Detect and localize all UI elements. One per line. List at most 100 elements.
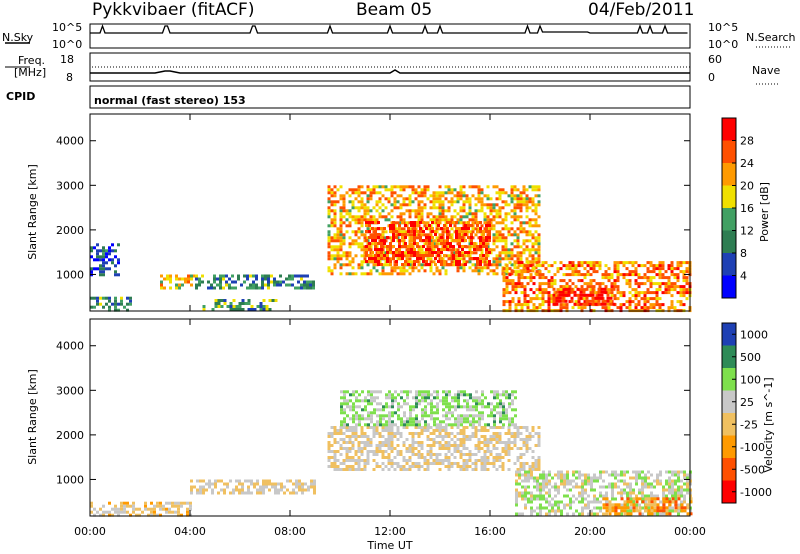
power-echo-cell <box>547 264 551 268</box>
velocity-echo-cell <box>534 444 538 447</box>
power-echo-cell <box>501 191 505 195</box>
power-echo-cell <box>444 218 448 222</box>
power-echo-cell <box>114 305 117 309</box>
velocity-echo-cell <box>357 447 361 450</box>
power-echo-cell <box>395 260 398 263</box>
power-echo-cell <box>550 282 554 286</box>
power-echo-cell <box>420 188 424 192</box>
power-echo-cell <box>369 233 373 237</box>
velocity-echo-cell <box>456 426 460 429</box>
velocity-echo-cell <box>483 429 487 432</box>
power-echo-cell <box>441 200 445 204</box>
velocity-echo-cell <box>202 488 205 492</box>
power-echo-cell <box>525 245 529 249</box>
power-echo-cell <box>514 288 518 292</box>
power-echo-cell <box>676 300 680 304</box>
power-echo-cell <box>511 300 515 304</box>
power-echo-cell <box>538 297 542 301</box>
power-echo-cell <box>261 274 264 278</box>
velocity-echo-cell <box>496 411 499 415</box>
power-echo-cell <box>438 206 442 210</box>
power-echo-cell <box>294 286 297 290</box>
power-echo-cell <box>351 230 355 234</box>
power-echo-cell <box>417 233 421 237</box>
power-echo-cell <box>339 230 343 234</box>
velocity-echo-cell <box>453 450 457 453</box>
velocity-echo-cell <box>533 497 536 501</box>
power-echo-cell <box>492 269 496 273</box>
velocity-echo-cell <box>445 390 448 394</box>
velocity-echo-cell <box>581 473 584 477</box>
velocity-echo-cell <box>391 423 394 427</box>
power-echo-cell <box>532 297 536 301</box>
power-echo-cell <box>535 288 539 292</box>
freq-label-2: [MHz] <box>14 66 46 79</box>
power-echo-cell <box>609 299 613 303</box>
velocity-echo-cell <box>522 465 526 468</box>
power-echo-cell <box>458 251 461 254</box>
power-echo-cell <box>213 274 216 278</box>
power-echo-cell <box>428 263 431 266</box>
power-echo-cell <box>504 251 508 255</box>
power-echo-cell <box>595 270 599 274</box>
velocity-echo-cell <box>527 479 530 483</box>
velocity-colorbar-segment <box>722 345 736 368</box>
power-echo-cell <box>360 233 364 237</box>
power-echo-cell <box>108 296 111 300</box>
velocity-echo-cell <box>620 473 623 477</box>
velocity-echo-cell <box>611 497 614 501</box>
velocity-echo-cell <box>393 447 397 450</box>
power-echo-cell <box>207 280 210 284</box>
power-echo-cell <box>378 185 382 189</box>
power-echo-cell <box>342 233 346 237</box>
power-echo-cell <box>96 255 99 259</box>
power-echo-cell <box>437 260 440 263</box>
power-echo-cell <box>588 302 592 306</box>
velocity-echo-cell <box>382 405 385 409</box>
power-echo-cell <box>505 270 509 274</box>
velocity-echo-cell <box>90 504 93 508</box>
velocity-echo-cell <box>339 432 343 435</box>
velocity-echo-cell <box>620 470 623 474</box>
velocity-echo-cell <box>578 512 581 516</box>
power-echo-cell <box>640 264 644 268</box>
velocity-echo-cell <box>352 414 355 418</box>
velocity-echo-cell <box>402 459 406 462</box>
power-echo-cell <box>513 215 517 219</box>
power-echo-cell <box>495 212 499 216</box>
power-echo-cell <box>279 274 282 278</box>
power-echo-cell <box>348 254 352 258</box>
power-echo-cell <box>510 215 514 219</box>
velocity-echo-cell <box>462 432 466 435</box>
power-echo-cell <box>471 218 475 222</box>
power-echo-cell <box>508 279 512 283</box>
power-echo-cell <box>456 200 460 204</box>
power-echo-cell <box>371 260 374 263</box>
power-echo-cell <box>607 288 611 292</box>
velocity-echo-cell <box>665 482 668 486</box>
power-echo-cell <box>470 242 473 245</box>
power-heatmap-cells <box>90 185 692 313</box>
velocity-echo-cell <box>480 441 484 444</box>
velocity-echo-cell <box>372 432 376 435</box>
velocity-echo-cell <box>360 441 364 444</box>
power-echo-cell <box>511 285 515 289</box>
power-echo-cell <box>519 206 523 210</box>
power-echo-cell <box>438 209 442 213</box>
power-echo-cell <box>411 269 415 273</box>
power-echo-cell <box>402 272 406 276</box>
power-echo-cell <box>423 188 427 192</box>
power-echo-cell <box>381 194 385 198</box>
power-echo-cell <box>586 261 590 265</box>
power-echo-cell <box>232 299 236 302</box>
power-echo-cell <box>345 191 349 195</box>
velocity-echo-cell <box>584 488 587 492</box>
velocity-echo-cell <box>274 488 277 492</box>
velocity-echo-cell <box>351 444 355 447</box>
velocity-echo-cell <box>360 450 364 453</box>
velocity-echo-cell <box>304 488 307 492</box>
power-echo-cell <box>413 254 416 257</box>
power-echo-cell <box>583 282 587 286</box>
velocity-echo-cell <box>539 509 542 513</box>
velocity-echo-cell <box>623 491 626 495</box>
